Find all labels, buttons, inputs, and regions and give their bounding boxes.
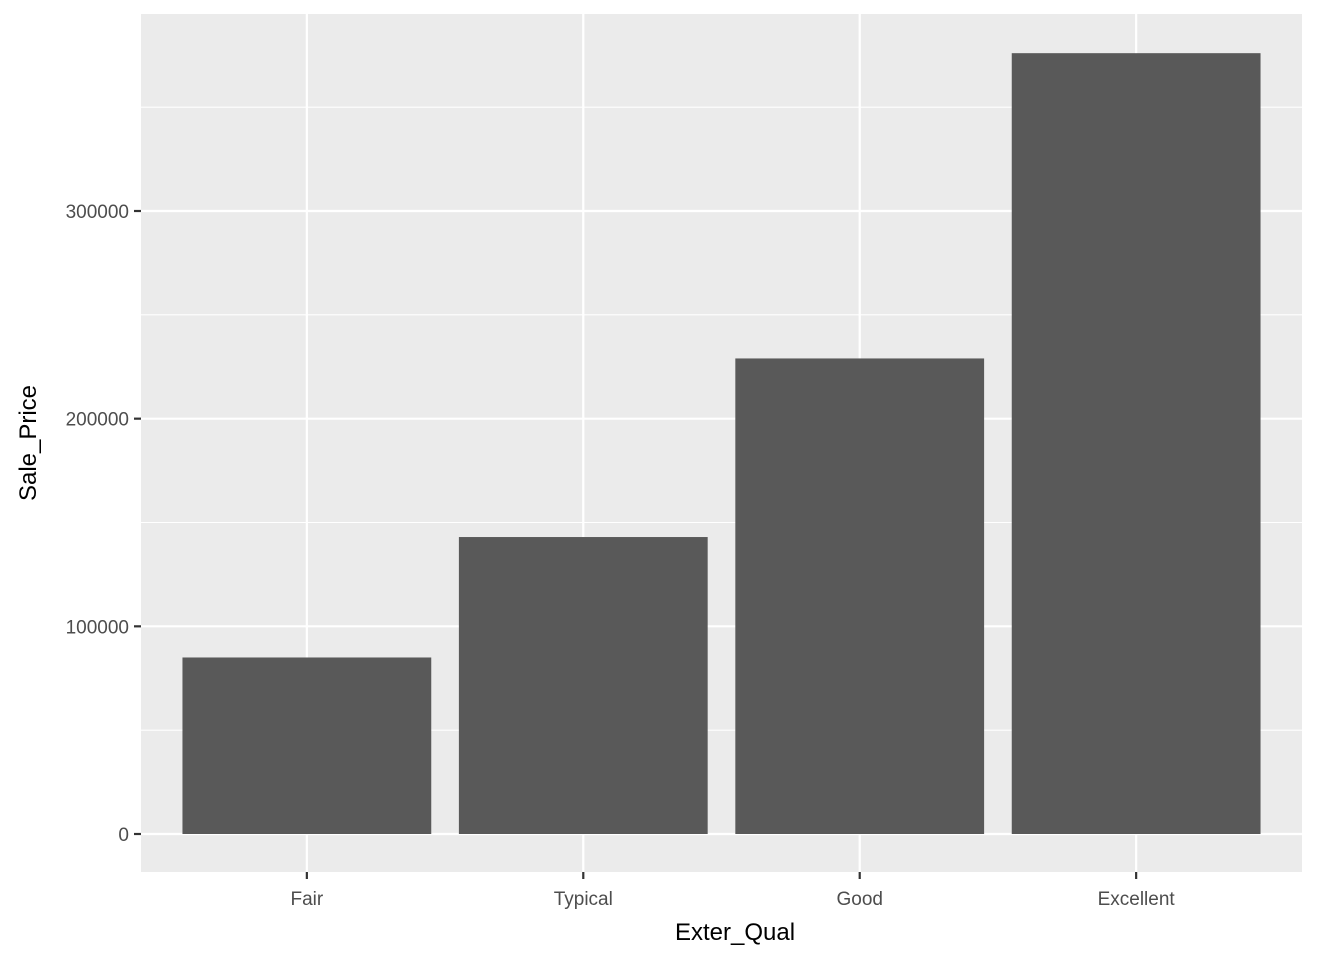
x-tick-label: Fair: [290, 889, 323, 910]
y-tick-label: 300000: [66, 202, 129, 223]
bar-excellent: [1011, 53, 1261, 834]
y-tick-label: 200000: [66, 410, 129, 431]
x-tick-label: Good: [836, 889, 882, 910]
x-tick-label: Typical: [554, 889, 613, 910]
bar-typical: [458, 537, 708, 834]
y-tick-label: 0: [118, 825, 129, 846]
y-axis: 0 100000 200000 300000: [66, 202, 141, 846]
x-axis: Fair Typical Good Excellent: [290, 872, 1175, 910]
x-tick-label: Excellent: [1098, 889, 1176, 910]
bar-fair: [182, 657, 432, 834]
y-tick-label: 100000: [66, 617, 129, 638]
bars: [182, 53, 1261, 834]
y-axis-title: Sale_Price: [15, 385, 42, 501]
x-axis-title: Exter_Qual: [675, 919, 795, 946]
bar-good: [735, 358, 985, 834]
